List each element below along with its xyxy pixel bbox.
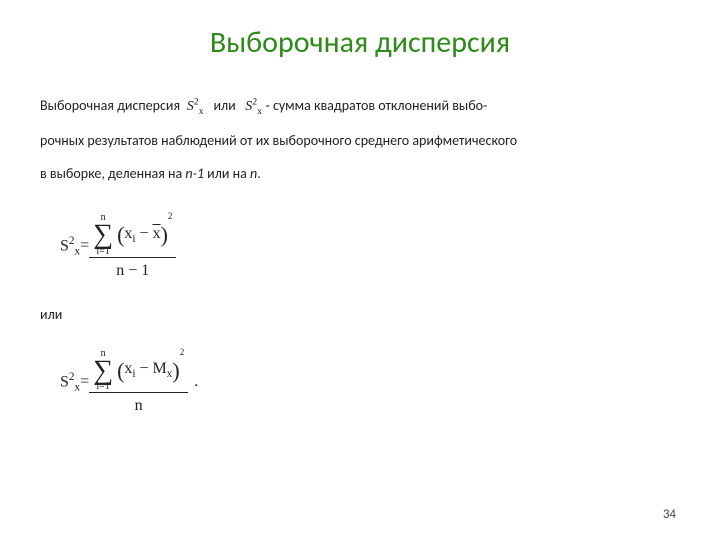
formula1-equals: =: [80, 237, 89, 255]
formula2-equals: =: [80, 373, 89, 391]
formula2-left: S2x: [60, 371, 80, 394]
para-cont-1: - сумма квадратов отклонений выбо-: [266, 97, 488, 114]
para-or: или: [207, 97, 242, 114]
symbol-sx2-second: S2x: [245, 99, 265, 114]
formula1-left: S2x: [60, 235, 80, 258]
definition-paragraph: Выборочная дисперсия S2x или S2x - сумма…: [0, 61, 720, 191]
formula1-denominator: n − 1: [89, 258, 176, 280]
para-lead: Выборочная дисперсия: [40, 97, 180, 114]
formula2-fraction: n ∑ i=1 (xi − Mx)2 n: [89, 349, 188, 416]
formula2-denominator: n: [89, 393, 188, 415]
formula-2: S2x = n ∑ i=1 (xi − Mx)2 n .: [0, 349, 720, 416]
symbol-sx2-first: S2x: [183, 99, 207, 114]
formula-1: S2x = n ∑ i=1 (xi − x)2 n − 1: [0, 213, 720, 280]
para-line3: в выборке, деленная на n-1 или на n.: [40, 165, 261, 182]
sigma-1: n ∑ i=1: [93, 213, 113, 257]
para-line2: рочных результатов наблюдений от их выбо…: [40, 132, 517, 149]
sigma-2: n ∑ i=1: [93, 349, 113, 393]
page-number: 34: [663, 507, 676, 522]
formula2-trailing-dot: .: [188, 373, 198, 391]
connector-or: или: [0, 306, 720, 323]
formula1-fraction: n ∑ i=1 (xi − x)2 n − 1: [89, 213, 176, 280]
slide-title: Выборочная дисперсия: [0, 0, 720, 61]
